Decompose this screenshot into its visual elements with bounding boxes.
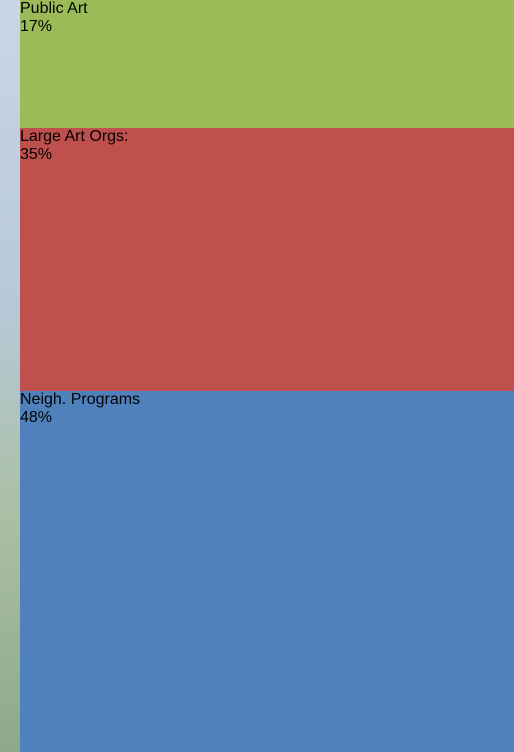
bar-segment: Large Art Orgs: 35%	[20, 127, 514, 392]
segment-value: 35%	[20, 145, 53, 163]
segment-value: 17%	[20, 18, 53, 35]
segment-value: 48%	[20, 409, 53, 427]
segment-name: Neigh. Programs	[20, 391, 141, 409]
bar-segment: Neigh. Programs 48%	[20, 391, 514, 752]
bar-segment: Public Art 17%	[20, 0, 514, 128]
segment-name: Large Art Orgs:	[20, 127, 129, 145]
stacked-bar: Public Art 17% Large Art Orgs: 35% Neigh. Pr…	[20, 0, 514, 752]
segment-name: Public Art	[20, 0, 88, 17]
data-label: Neigh. Programs 48%	[20, 391, 514, 427]
data-label: Large Art Orgs: 35%	[20, 128, 514, 164]
data-label: Public Art 17%	[20, 0, 514, 36]
